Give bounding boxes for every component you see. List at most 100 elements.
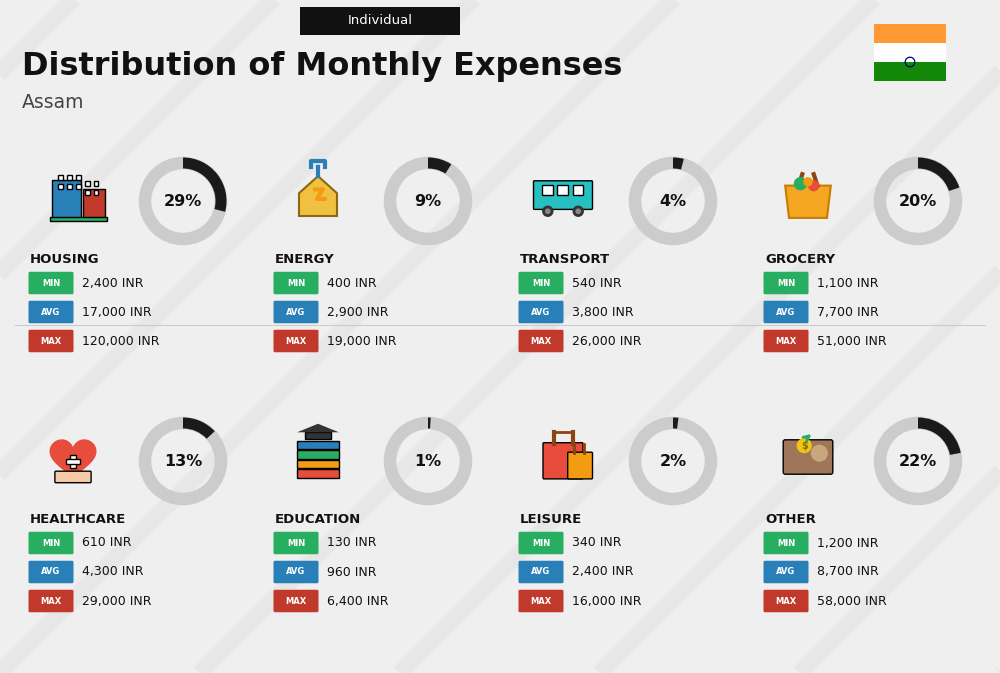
- Text: Distribution of Monthly Expenses: Distribution of Monthly Expenses: [22, 51, 622, 82]
- FancyBboxPatch shape: [874, 62, 946, 81]
- Text: 16,000 INR: 16,000 INR: [572, 594, 642, 608]
- FancyBboxPatch shape: [518, 330, 564, 352]
- Text: ENERGY: ENERGY: [275, 253, 335, 266]
- Circle shape: [803, 177, 813, 186]
- FancyBboxPatch shape: [94, 190, 98, 195]
- Polygon shape: [50, 440, 96, 481]
- FancyBboxPatch shape: [543, 443, 583, 479]
- FancyBboxPatch shape: [94, 181, 98, 186]
- FancyBboxPatch shape: [534, 181, 593, 209]
- FancyBboxPatch shape: [764, 561, 808, 583]
- Text: OTHER: OTHER: [765, 513, 816, 526]
- Wedge shape: [673, 157, 684, 170]
- Text: AVG: AVG: [531, 567, 551, 577]
- Text: 1,200 INR: 1,200 INR: [817, 536, 879, 549]
- FancyBboxPatch shape: [274, 272, 318, 294]
- Text: 7,700 INR: 7,700 INR: [817, 306, 879, 318]
- FancyBboxPatch shape: [518, 301, 564, 323]
- FancyBboxPatch shape: [274, 561, 318, 583]
- FancyBboxPatch shape: [85, 190, 90, 195]
- Text: 540 INR: 540 INR: [572, 277, 622, 289]
- Text: MIN: MIN: [287, 279, 305, 287]
- FancyBboxPatch shape: [55, 471, 91, 483]
- Text: 2%: 2%: [659, 454, 687, 468]
- FancyBboxPatch shape: [29, 272, 74, 294]
- FancyBboxPatch shape: [783, 439, 833, 474]
- Text: 610 INR: 610 INR: [82, 536, 132, 549]
- Wedge shape: [673, 417, 678, 429]
- FancyBboxPatch shape: [568, 452, 593, 479]
- Text: MAX: MAX: [530, 596, 552, 606]
- Text: MIN: MIN: [777, 279, 795, 287]
- FancyBboxPatch shape: [297, 469, 339, 478]
- FancyBboxPatch shape: [29, 590, 74, 612]
- FancyBboxPatch shape: [274, 532, 318, 555]
- FancyBboxPatch shape: [874, 43, 946, 62]
- Text: 9%: 9%: [414, 194, 442, 209]
- FancyBboxPatch shape: [305, 432, 331, 439]
- FancyBboxPatch shape: [67, 184, 72, 189]
- FancyBboxPatch shape: [67, 174, 72, 180]
- Wedge shape: [428, 157, 451, 174]
- FancyBboxPatch shape: [274, 301, 318, 323]
- FancyBboxPatch shape: [557, 184, 568, 195]
- FancyBboxPatch shape: [518, 272, 564, 294]
- Text: 130 INR: 130 INR: [327, 536, 376, 549]
- FancyBboxPatch shape: [764, 272, 808, 294]
- FancyBboxPatch shape: [542, 184, 553, 195]
- Text: 17,000 INR: 17,000 INR: [82, 306, 152, 318]
- FancyBboxPatch shape: [29, 330, 74, 352]
- FancyBboxPatch shape: [572, 184, 583, 195]
- FancyBboxPatch shape: [58, 184, 63, 189]
- Wedge shape: [183, 417, 215, 439]
- Text: AVG: AVG: [41, 308, 61, 316]
- FancyBboxPatch shape: [300, 7, 460, 35]
- Wedge shape: [918, 157, 959, 191]
- Text: 22%: 22%: [899, 454, 937, 468]
- Text: 340 INR: 340 INR: [572, 536, 622, 549]
- Text: AVG: AVG: [286, 308, 306, 316]
- Text: GROCERY: GROCERY: [765, 253, 835, 266]
- Text: $: $: [801, 441, 808, 451]
- Text: LEISURE: LEISURE: [520, 513, 582, 526]
- FancyBboxPatch shape: [297, 441, 339, 450]
- Circle shape: [542, 205, 554, 217]
- Text: 19,000 INR: 19,000 INR: [327, 334, 396, 347]
- Polygon shape: [299, 176, 337, 216]
- FancyBboxPatch shape: [29, 532, 74, 555]
- Text: MIN: MIN: [287, 538, 305, 548]
- FancyBboxPatch shape: [764, 330, 808, 352]
- Text: 960 INR: 960 INR: [327, 565, 376, 579]
- Circle shape: [575, 209, 581, 214]
- Text: 2,400 INR: 2,400 INR: [572, 565, 634, 579]
- Text: MIN: MIN: [532, 279, 550, 287]
- FancyBboxPatch shape: [764, 301, 808, 323]
- Text: 29%: 29%: [164, 194, 202, 209]
- Circle shape: [545, 209, 551, 214]
- Text: 400 INR: 400 INR: [327, 277, 377, 289]
- FancyBboxPatch shape: [297, 460, 339, 468]
- Text: 4,300 INR: 4,300 INR: [82, 565, 144, 579]
- Text: MIN: MIN: [777, 538, 795, 548]
- Text: MAX: MAX: [40, 336, 62, 345]
- Circle shape: [794, 177, 807, 190]
- Text: 58,000 INR: 58,000 INR: [817, 594, 887, 608]
- Text: 8,700 INR: 8,700 INR: [817, 565, 879, 579]
- Text: 51,000 INR: 51,000 INR: [817, 334, 887, 347]
- Text: 26,000 INR: 26,000 INR: [572, 334, 642, 347]
- Text: MAX: MAX: [775, 336, 797, 345]
- Text: MIN: MIN: [42, 279, 60, 287]
- Text: AVG: AVG: [286, 567, 306, 577]
- Text: MAX: MAX: [40, 596, 62, 606]
- Text: 1,100 INR: 1,100 INR: [817, 277, 879, 289]
- Text: Assam: Assam: [22, 93, 84, 112]
- Text: TRANSPORT: TRANSPORT: [520, 253, 610, 266]
- FancyBboxPatch shape: [874, 24, 946, 43]
- FancyBboxPatch shape: [518, 532, 564, 555]
- FancyBboxPatch shape: [29, 301, 74, 323]
- Text: HEALTHCARE: HEALTHCARE: [30, 513, 126, 526]
- Text: 6,400 INR: 6,400 INR: [327, 594, 388, 608]
- FancyBboxPatch shape: [274, 330, 318, 352]
- Text: AVG: AVG: [776, 308, 796, 316]
- FancyBboxPatch shape: [764, 590, 808, 612]
